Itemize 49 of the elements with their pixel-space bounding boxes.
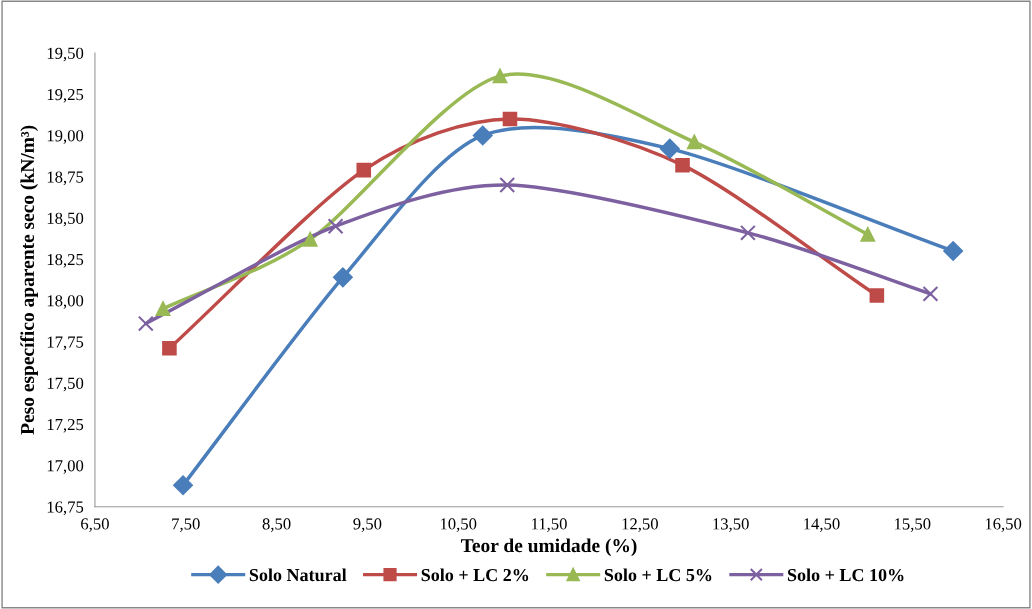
y-tick-label: 17,50 (47, 377, 84, 392)
y-tick-label: 16,75 (47, 501, 84, 516)
x-tick-label: 11,50 (532, 518, 567, 532)
point (659, 138, 680, 159)
y-tick-label: 18,50 (47, 212, 84, 227)
x-tick-label: 13,50 (713, 518, 749, 532)
point (472, 125, 493, 146)
x-tick-label: 10,50 (440, 518, 477, 532)
y-tick-label: 19,25 (47, 88, 84, 103)
point (869, 288, 885, 303)
point (173, 475, 193, 496)
point (137, 315, 154, 332)
point (860, 227, 876, 242)
y-tick-label: 19,50 (47, 47, 84, 62)
point (499, 176, 516, 193)
point (332, 267, 353, 288)
point (155, 301, 171, 316)
y-tick-label: 18,00 (47, 295, 84, 309)
point (687, 134, 702, 150)
legend-label: Solo + LC 2% (421, 568, 529, 582)
x-tick-label: 14,50 (804, 518, 840, 532)
y-tick-label: 18,75 (47, 171, 84, 186)
point (327, 218, 344, 235)
point (502, 111, 518, 127)
point (302, 232, 318, 247)
y-tick-label: 17,25 (47, 418, 84, 433)
x-tick-label: 16,50 (985, 518, 1022, 532)
y-tick-label: 17,00 (47, 460, 84, 474)
point (492, 68, 508, 84)
legend-label: Solo Natural (249, 568, 347, 582)
legend-label: Solo + LC 5% (604, 568, 712, 582)
x-tick-label: 9,50 (353, 518, 382, 532)
point (922, 285, 939, 302)
x-tick-label: 8,50 (262, 518, 291, 532)
point (356, 162, 372, 178)
point (675, 157, 690, 173)
x-axis-title: Teor de umidade (%) (461, 538, 637, 557)
point (739, 224, 756, 241)
point (943, 241, 964, 261)
point (162, 341, 177, 356)
y-tick-label: 18,25 (47, 253, 84, 268)
x-tick-label: 12,50 (622, 518, 658, 532)
y-tick-label: 19,00 (47, 130, 84, 144)
x-tick-label: 6,50 (81, 518, 109, 532)
x-tick-label: 15,50 (895, 518, 931, 532)
legend-label: Solo + LC 10% (787, 568, 904, 582)
y-axis-title: Peso específico aparente seco (kN/m³) (20, 125, 38, 435)
x-tick-label: 7,50 (172, 518, 200, 532)
y-tick-label: 17,75 (47, 336, 84, 351)
